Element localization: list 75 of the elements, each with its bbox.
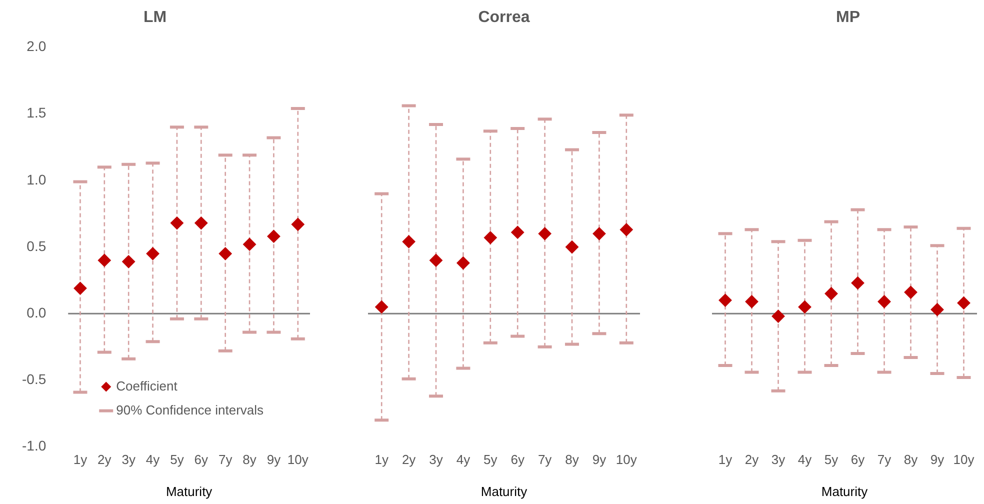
- point: [930, 303, 944, 316]
- y-tick-label: -1.0: [22, 438, 46, 454]
- point: [878, 295, 891, 308]
- x-tick-label: 4y: [146, 452, 160, 468]
- x-tick-label: 9y: [592, 452, 607, 468]
- x-tick-label: 10y: [616, 452, 638, 468]
- x-tick-label: 5y: [170, 452, 184, 468]
- y-tick-label: 0.5: [26, 238, 46, 254]
- x-tick-label: 2y: [98, 452, 112, 468]
- point: [146, 247, 160, 260]
- x-tick-label: 4y: [798, 452, 812, 468]
- point: [218, 247, 232, 260]
- x-axis-title: Maturity: [480, 484, 528, 499]
- point: [566, 240, 578, 254]
- point: [98, 254, 111, 267]
- point: [798, 300, 812, 314]
- x-tick-label: 3y: [122, 452, 136, 468]
- x-tick-label: 8y: [242, 452, 257, 468]
- point: [957, 296, 970, 310]
- x-tick-label: 3y: [429, 452, 444, 468]
- point: [851, 276, 864, 290]
- x-tick-label: 6y: [850, 452, 866, 468]
- x-tick-label: 9y: [930, 452, 945, 468]
- legend-label: Coefficient: [116, 378, 178, 394]
- point: [194, 216, 208, 230]
- point: [592, 227, 606, 240]
- x-tick-label: 4y: [456, 452, 471, 468]
- point: [456, 256, 470, 270]
- y-tick-label: 1.0: [26, 171, 46, 188]
- x-axis-title: Maturity: [166, 484, 213, 499]
- point: [772, 310, 785, 323]
- x-tick-label: 10y: [287, 452, 309, 468]
- point: [718, 294, 732, 307]
- x-tick-label: 6y: [510, 452, 525, 468]
- x-tick-label: 3y: [771, 452, 786, 468]
- x-tick-label: 7y: [218, 452, 233, 468]
- x-tick-label: 6y: [194, 452, 209, 468]
- y-tick-label: 1.5: [26, 104, 46, 121]
- point: [375, 300, 388, 314]
- point: [538, 227, 552, 240]
- x-tick-label: 2y: [402, 452, 416, 468]
- chart-title: MP: [836, 9, 860, 26]
- point: [243, 238, 256, 251]
- point: [484, 231, 497, 244]
- point: [430, 254, 442, 267]
- chart-title: Correa: [478, 9, 530, 26]
- chart-title: LM: [143, 9, 167, 26]
- x-tick-label: 5y: [824, 452, 839, 468]
- x-tick-label: 8y: [904, 452, 918, 468]
- point: [267, 230, 280, 243]
- x-tick-label: 1y: [718, 452, 733, 468]
- x-tick-label: 9y: [266, 452, 282, 468]
- point: [122, 255, 136, 268]
- point: [74, 282, 87, 295]
- point: [291, 218, 304, 231]
- y-tick-label: 0.0: [26, 304, 46, 320]
- point: [824, 287, 838, 300]
- x-tick-label: 1y: [73, 452, 88, 468]
- point: [620, 223, 633, 236]
- x-tick-label: 2y: [744, 452, 760, 468]
- x-tick-label: 8y: [565, 452, 580, 468]
- point: [402, 235, 416, 248]
- x-tick-label: 7y: [538, 452, 552, 468]
- y-tick-label: 2.0: [26, 38, 46, 54]
- point: [745, 295, 758, 308]
- point: [904, 286, 918, 299]
- x-tick-label: 5y: [484, 452, 498, 468]
- annotation: 90% Confidence intervals: [116, 402, 264, 418]
- point: [511, 226, 524, 239]
- x-tick-label: 7y: [877, 452, 892, 468]
- y-tick-label: -0.5: [22, 371, 46, 388]
- x-tick-label: 10y: [953, 452, 975, 468]
- x-axis-title: Maturity: [821, 484, 868, 499]
- point: [170, 216, 184, 230]
- x-tick-label: 1y: [374, 452, 389, 468]
